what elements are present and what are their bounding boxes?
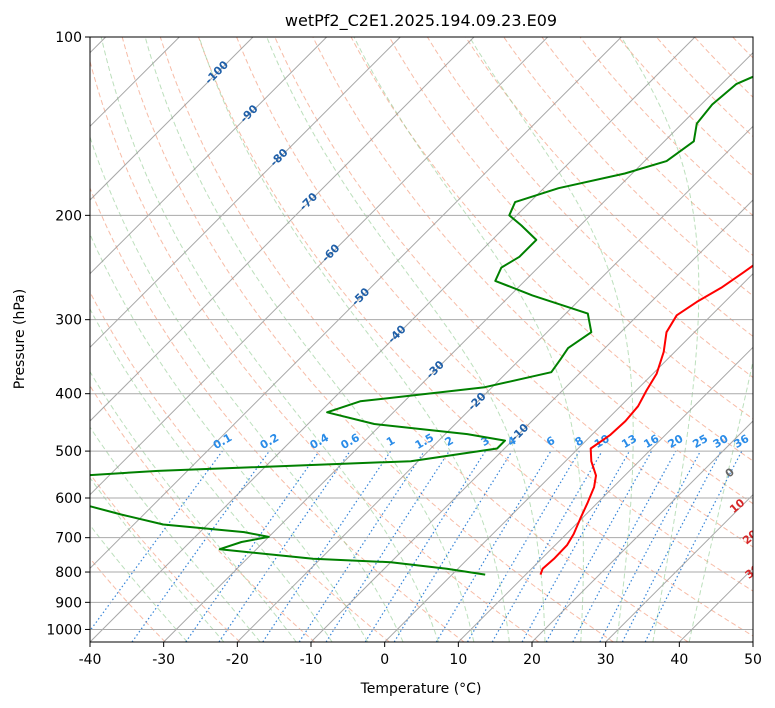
isotherm-line	[90, 37, 401, 349]
dry-adiabat-line	[236, 37, 753, 592]
isotherm-line	[90, 37, 254, 201]
temperature-profile-line	[539, 264, 753, 575]
chart-title: wetPf2_C2E1.2025.194.09.23.E09	[285, 11, 557, 31]
dry-adiabat-line	[503, 37, 753, 297]
moist-adiabat-line	[198, 37, 510, 642]
isobars	[90, 37, 753, 630]
y-tick-label: 500	[55, 444, 82, 460]
y-tick-label: 1000	[46, 622, 82, 638]
mixing-ratio-lines	[90, 450, 743, 642]
moist-adiabat-line	[144, 37, 475, 642]
x-tick-label: 50	[744, 652, 762, 668]
moist-adiabat-line	[353, 37, 584, 642]
y-tick-label: 700	[55, 531, 82, 547]
mixing-ratio-line	[185, 450, 320, 642]
dry-adiabat-line	[90, 472, 241, 642]
dry-adiabat-line	[90, 384, 316, 642]
isotherm-line	[457, 346, 753, 642]
y-tick-label: 100	[55, 30, 82, 46]
dry-adiabat-line	[90, 557, 166, 642]
mixing-ratio-line	[218, 450, 351, 642]
dry-adiabats	[90, 37, 753, 642]
x-tick-label: -30	[152, 652, 175, 668]
isotherm-line	[236, 125, 753, 642]
dry-adiabat-line	[90, 291, 390, 642]
x-axis-label: Temperature (°C)	[360, 681, 482, 697]
mixing-ratio-line	[521, 450, 631, 642]
x-tick-label: 10	[449, 652, 467, 668]
isotherms	[90, 37, 753, 642]
x-tick-label: -40	[79, 652, 102, 668]
mixing-ratio-line	[298, 450, 425, 642]
dry-adiabat-line	[426, 37, 753, 379]
isotherm-line	[90, 37, 622, 570]
mixing-ratio-line	[545, 450, 653, 642]
x-tick-label: 0	[380, 652, 389, 668]
mixing-ratio-line	[644, 450, 743, 642]
moist-adiabat-line	[620, 37, 700, 642]
x-tick-label: 30	[597, 652, 615, 668]
dry-adiabat-line	[121, 37, 614, 642]
y-tick-label: 600	[55, 491, 82, 507]
y-tick-label: 900	[55, 595, 82, 611]
isotherm-line	[90, 37, 696, 642]
x-tick-label: 20	[523, 652, 541, 668]
isotherm-line	[531, 420, 753, 642]
x-tick-label: -10	[300, 652, 323, 668]
profile-series	[90, 75, 753, 576]
y-axis: 100 200 300 400 500 600 700 800 900 1000	[46, 30, 90, 638]
dry-adiabat-line	[90, 59, 540, 642]
mixing-ratio-line	[325, 450, 450, 642]
dry-adiabat-line	[350, 37, 753, 462]
isotherm-line	[90, 37, 475, 422]
x-axis: -40 -30 -20 -10 0 10 20 30 40 50	[79, 642, 762, 668]
moist-adiabat-line	[266, 37, 546, 642]
mixing-ratio-line	[90, 450, 223, 632]
y-tick-label: 800	[55, 565, 82, 581]
moist-adiabat-label: 30	[743, 562, 763, 582]
y-axis-label: Pressure (hPa)	[12, 289, 28, 389]
isotherm-line	[384, 272, 753, 642]
mixing-ratio-line	[572, 450, 677, 642]
isotherm-line	[310, 199, 753, 642]
mixing-ratio-line	[262, 450, 392, 642]
moist-adiabat-line	[90, 426, 261, 642]
isotherm-line	[163, 51, 753, 642]
moist-adiabat-line	[90, 232, 369, 642]
moist-adiabat-line	[100, 37, 439, 642]
isotherm-line	[90, 37, 328, 275]
y-tick-label: 400	[55, 387, 82, 403]
plot-area: -100-90-80-70-60-50-40-30-20-100.1 0.2 0.4…	[90, 37, 763, 642]
dry-adiabat-line	[198, 37, 753, 637]
moist-adiabat-line	[90, 135, 404, 642]
moist-adiabat-line	[90, 476, 225, 642]
dry-adiabat-line	[159, 37, 689, 642]
x-tick-label: -20	[226, 652, 249, 668]
mixing-ratio-line	[131, 450, 270, 642]
dry-adiabat-line	[90, 186, 465, 642]
isotherm-line	[605, 493, 753, 642]
plot-frame	[89, 36, 754, 643]
mixing-ratio-line	[393, 450, 513, 642]
moist-adiabat-line	[688, 358, 753, 642]
moist-adiabat-line	[90, 308, 333, 642]
dry-adiabat-line	[274, 37, 753, 548]
isotherm-line	[90, 37, 549, 496]
x-tick-label: 40	[670, 652, 688, 668]
y-tick-label: 300	[55, 313, 82, 329]
y-tick-label: 200	[55, 208, 82, 224]
